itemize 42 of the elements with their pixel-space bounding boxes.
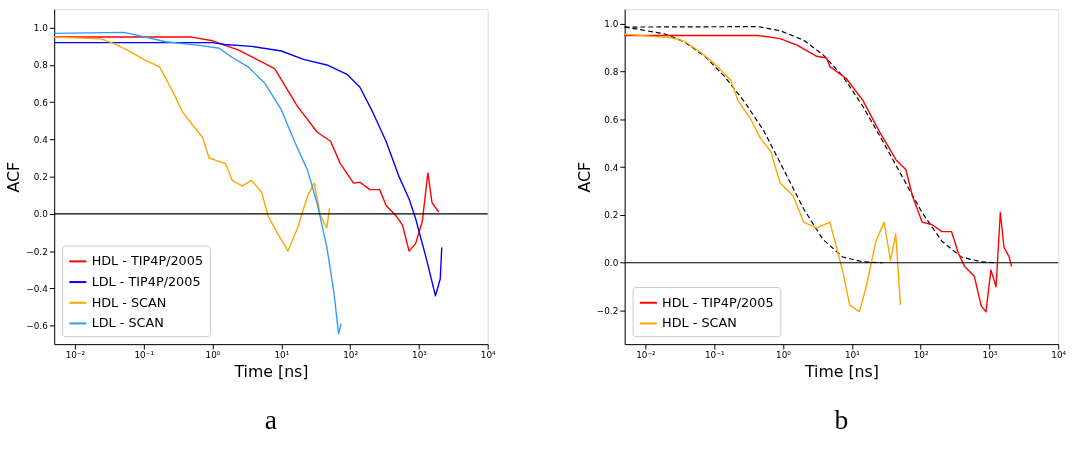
x-tick-label: 10² bbox=[913, 350, 929, 361]
y-tick-label: 0.6 bbox=[33, 97, 49, 108]
x-tick-label: 10² bbox=[343, 350, 359, 361]
y-tick-label: 0.8 bbox=[33, 60, 49, 71]
x-tick-label: 10⁻¹ bbox=[134, 350, 155, 361]
x-tick-label: 10⁻² bbox=[636, 350, 656, 361]
legend-label: HDL - SCAN bbox=[662, 315, 737, 331]
legend-label: HDL - TIP4P/2005 bbox=[662, 294, 774, 310]
legend-label: LDL - SCAN bbox=[91, 315, 164, 331]
legend-label: HDL - TIP4P/2005 bbox=[91, 253, 204, 269]
y-axis-title: ACF bbox=[574, 161, 594, 193]
y-tick-label: 0.2 bbox=[33, 172, 48, 183]
x-tick-label: 10⁻² bbox=[65, 350, 86, 361]
x-tick-label: 10³ bbox=[412, 350, 428, 361]
y-tick-label: 0.0 bbox=[33, 209, 49, 220]
x-axis-title: Time [ns] bbox=[803, 362, 879, 382]
x-tick-label: 10⁴ bbox=[480, 350, 497, 361]
x-tick-label: 10⁻¹ bbox=[704, 350, 725, 361]
y-tick-label: −0.2 bbox=[26, 246, 48, 257]
y-tick-label: 0.4 bbox=[604, 162, 619, 173]
x-tick-label: 10⁴ bbox=[1051, 350, 1067, 361]
x-axis-title: Time [ns] bbox=[233, 362, 309, 382]
x-tick-label: 10¹ bbox=[844, 350, 861, 361]
y-tick-label: −0.2 bbox=[596, 306, 619, 317]
y-tick-label: 0.8 bbox=[604, 66, 619, 77]
y-tick-label: 0.2 bbox=[604, 210, 619, 221]
y-tick-label: 0.4 bbox=[33, 134, 49, 145]
y-tick-label: 1.0 bbox=[604, 18, 619, 29]
text: a bbox=[264, 403, 278, 435]
x-tick-label: 10⁰ bbox=[205, 350, 221, 361]
y-tick-label: 0.0 bbox=[604, 258, 619, 269]
legend-label: HDL - SCAN bbox=[91, 294, 167, 310]
y-tick-label: −0.4 bbox=[26, 283, 49, 294]
text: b bbox=[834, 403, 849, 435]
y-axis-title: ACF bbox=[4, 161, 24, 193]
x-tick-label: 10⁰ bbox=[776, 350, 792, 361]
y-tick-label: 1.0 bbox=[33, 23, 49, 34]
y-tick-label: −0.6 bbox=[26, 320, 49, 331]
legend-label: LDL - TIP4P/2005 bbox=[91, 274, 201, 290]
x-tick-label: 10¹ bbox=[274, 350, 290, 361]
y-tick-label: 0.6 bbox=[604, 114, 619, 125]
x-tick-label: 10³ bbox=[982, 350, 998, 361]
